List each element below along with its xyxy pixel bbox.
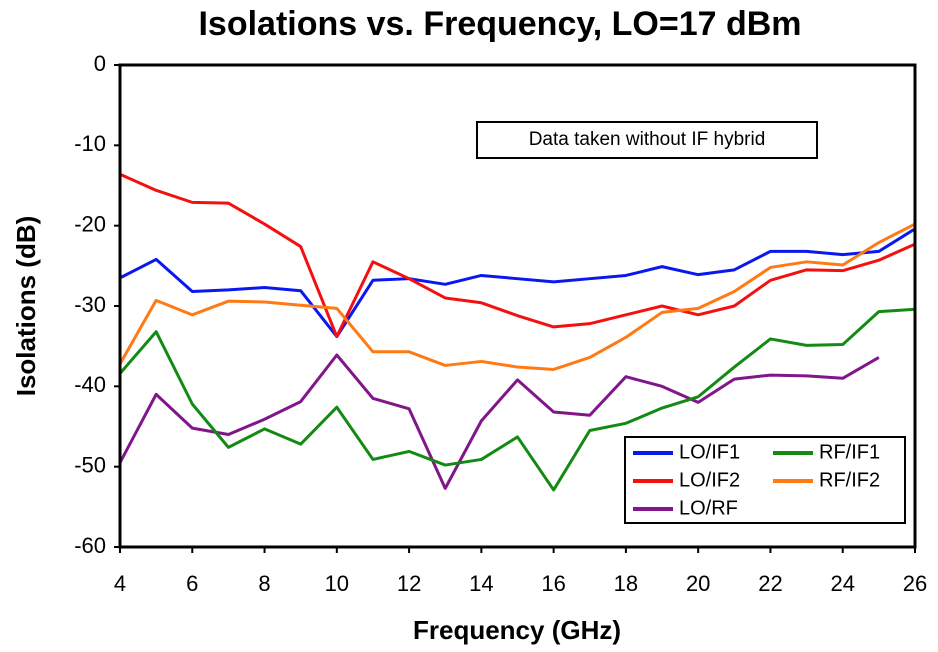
x-tick-label: 24 [830, 571, 854, 596]
legend-label: RF/IF2 [819, 469, 880, 491]
series-line [118, 307, 916, 492]
x-tick-label: 8 [258, 571, 270, 596]
y-tick-label: -10 [74, 131, 106, 156]
series-line [119, 172, 916, 339]
x-tick-label: 4 [114, 571, 126, 596]
y-tick-label: -20 [74, 211, 106, 236]
x-tick-label: 18 [614, 571, 638, 596]
annotation-box [476, 121, 818, 159]
x-tick-label: 6 [186, 571, 198, 596]
chart-title: Isolations vs. Frequency, LO=17 dBm [198, 5, 801, 43]
series-line [119, 227, 916, 339]
x-tick-label: 22 [758, 571, 782, 596]
y-axis-label: Isolations (dB) [11, 216, 41, 397]
plot-frame [118, 63, 917, 549]
y-tick-label: -60 [74, 533, 106, 558]
annotation: Data taken without IF hybrid [529, 129, 766, 150]
x-tick-label: 12 [397, 571, 421, 596]
legend-label: LO/IF1 [679, 441, 740, 463]
x-axis-label: Frequency (GHz) [413, 615, 621, 645]
y-tick-label: -30 [74, 292, 106, 317]
legend-label: RF/IF1 [819, 441, 880, 463]
y-tick-label: 0 [94, 51, 106, 76]
legend-label: LO/IF2 [679, 469, 740, 491]
x-tick-label: 16 [541, 571, 565, 596]
x-tick-label: 14 [469, 571, 493, 596]
series-line [118, 222, 916, 371]
legend-label: LO/RF [679, 497, 738, 519]
y-tick-label: -50 [74, 452, 106, 477]
x-tick-label: 26 [903, 571, 927, 596]
x-tick-label: 10 [325, 571, 349, 596]
y-tick-label: -40 [74, 372, 106, 397]
x-tick-label: 20 [686, 571, 710, 596]
series-line [118, 353, 880, 490]
